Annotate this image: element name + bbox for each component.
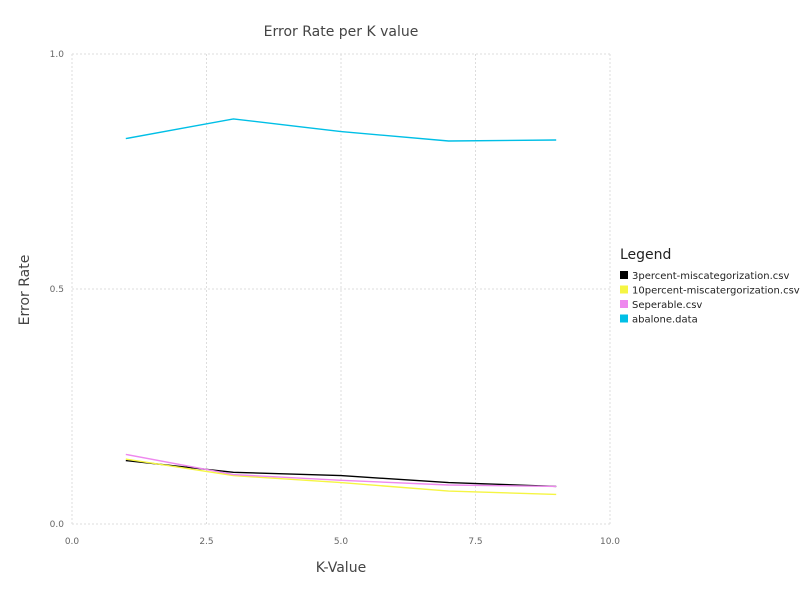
legend-swatch — [620, 271, 628, 279]
series-lines — [125, 118, 557, 496]
series-line — [125, 453, 557, 488]
grid-lines — [71, 53, 611, 525]
legend-swatch — [620, 300, 628, 308]
y-axis-ticks: 0.0 0.5 1.0 — [50, 50, 65, 530]
x-tick-label: 10.0 — [600, 537, 620, 547]
x-tick-label: 2.5 — [199, 537, 213, 547]
x-tick-label: 5.0 — [334, 537, 349, 547]
series-line — [125, 118, 557, 142]
y-tick-label: 0.5 — [50, 285, 64, 295]
x-axis-label: K-Value — [316, 560, 366, 576]
legend-item-label: 10percent-miscatergorization.csv — [632, 286, 800, 297]
x-tick-label: 7.5 — [468, 537, 482, 547]
series-line — [125, 458, 557, 496]
legend-swatch — [620, 285, 628, 294]
y-tick-label: 0.0 — [50, 520, 65, 530]
legend-item-label: 3percent-miscategorization.csv — [632, 271, 789, 282]
chart-title: Error Rate per K value — [264, 24, 419, 40]
x-tick-label: 0.0 — [65, 537, 80, 547]
y-tick-label: 1.0 — [50, 50, 65, 60]
legend: Legend 3percent-miscategorization.csv 10p… — [620, 247, 800, 326]
legend-title: Legend — [620, 247, 671, 263]
legend-swatch — [620, 314, 628, 323]
x-axis-ticks: 0.0 2.5 5.0 7.5 10.0 — [65, 537, 620, 547]
legend-item-label: Seperable.csv — [632, 300, 702, 311]
y-axis-label: Error Rate — [17, 255, 33, 326]
legend-item-label: abalone.data — [632, 315, 698, 326]
